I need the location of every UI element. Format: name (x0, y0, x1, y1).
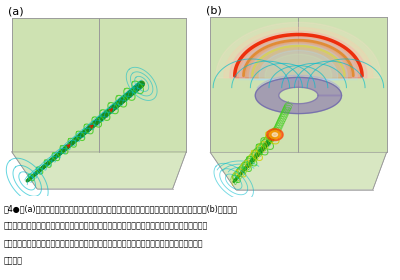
Text: る。赤いカラーは密度が強められている領域で、青い等値面は密度が減少している領域を示し: る。赤いカラーは密度が強められている領域で、青い等値面は密度が減少している領域を… (4, 239, 204, 248)
Polygon shape (240, 38, 357, 80)
Polygon shape (269, 131, 280, 139)
Polygon shape (236, 35, 361, 78)
Polygon shape (250, 44, 347, 80)
Text: (b): (b) (206, 5, 222, 15)
Polygon shape (255, 77, 342, 114)
Polygon shape (12, 152, 186, 189)
Text: ている。: ている。 (4, 256, 23, 265)
Polygon shape (210, 17, 298, 152)
Polygon shape (298, 17, 386, 152)
Polygon shape (230, 31, 367, 78)
Polygon shape (259, 50, 338, 80)
Polygon shape (210, 152, 386, 190)
Polygon shape (12, 18, 99, 152)
Polygon shape (255, 77, 342, 114)
Polygon shape (99, 18, 186, 152)
Text: 図4●　(a)太陽コロナ中に配置された「フラックスチューブ」。線は磁力線を表している。(b)「フラッ: 図4● (a)太陽コロナ中に配置された「フラックスチューブ」。線は磁力線を表して… (4, 204, 238, 213)
Polygon shape (224, 27, 373, 78)
Polygon shape (267, 129, 283, 141)
Text: クスチューブ」がキンクモードに対して不安定化した結果、上空へ放出される様子を再現してい: クスチューブ」がキンクモードに対して不安定化した結果、上空へ放出される様子を再現… (4, 222, 208, 231)
Polygon shape (216, 22, 381, 78)
Polygon shape (255, 48, 342, 78)
Polygon shape (246, 41, 351, 78)
Text: (a): (a) (8, 6, 24, 16)
Polygon shape (265, 54, 332, 78)
Polygon shape (272, 133, 278, 137)
